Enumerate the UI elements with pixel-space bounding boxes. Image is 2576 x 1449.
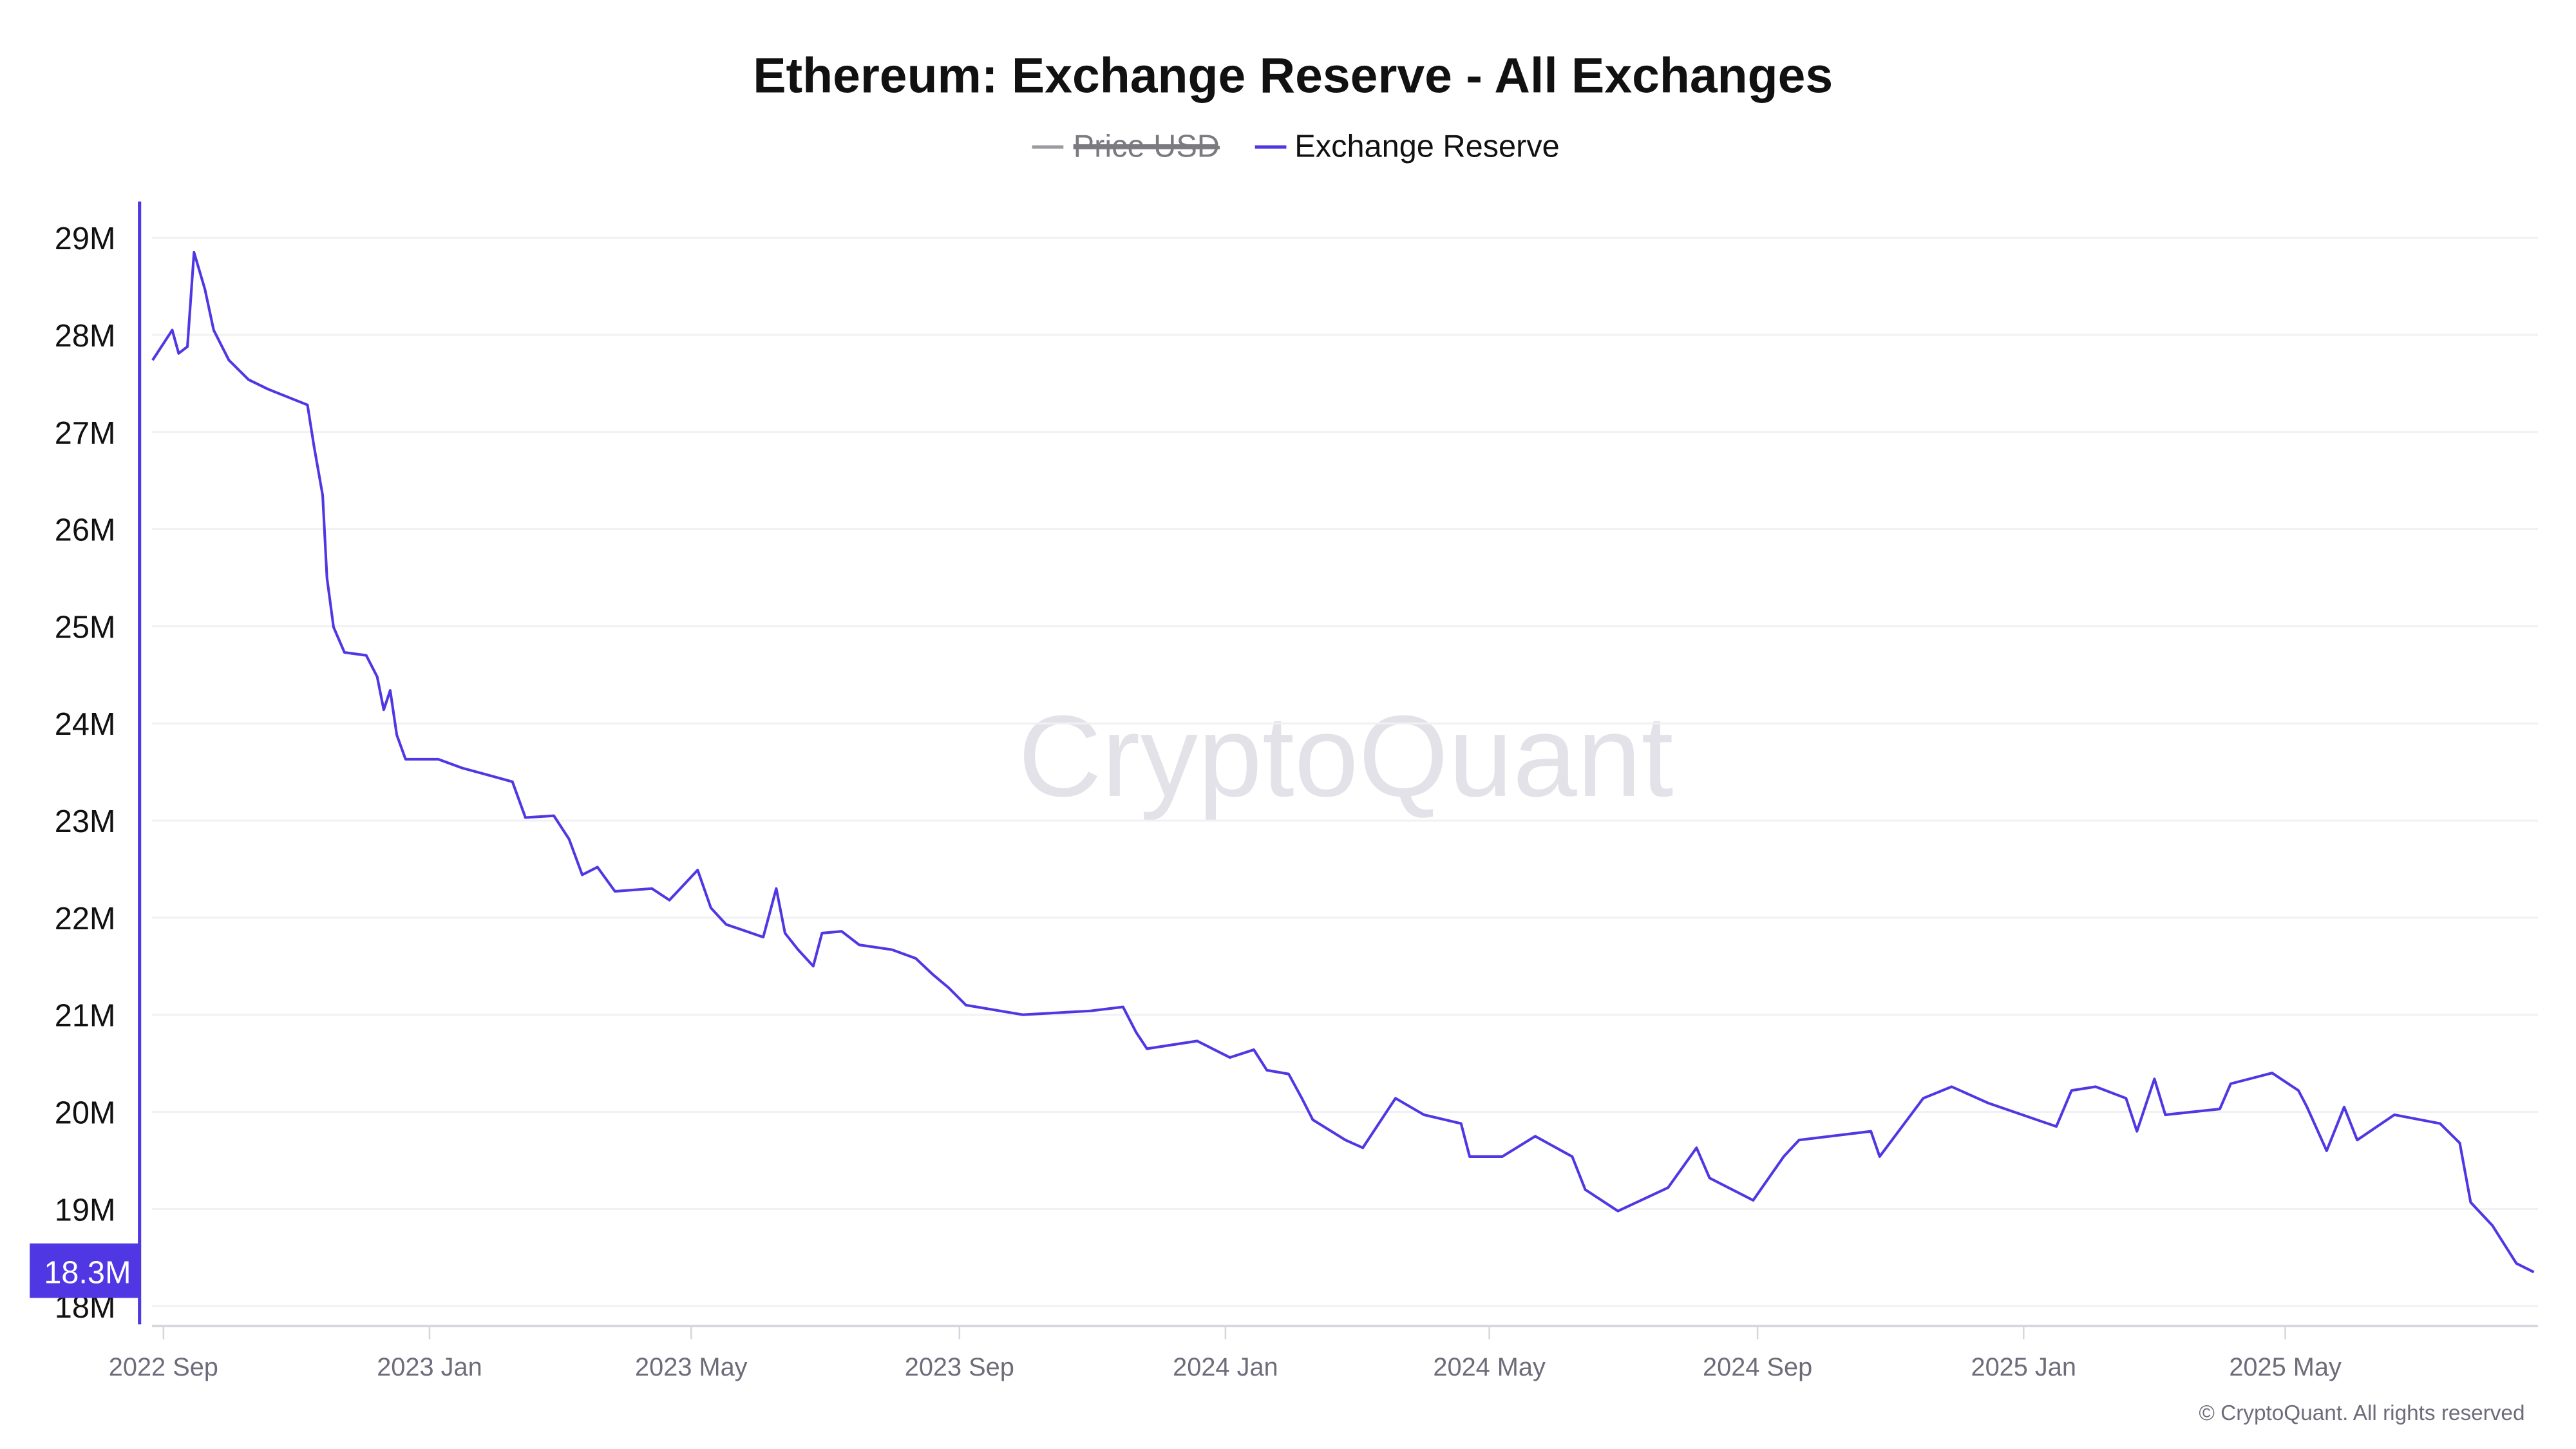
- gridlines: [151, 236, 2539, 1307]
- y-tick-label: 23M: [55, 804, 116, 839]
- y-tick-label: 24M: [55, 707, 116, 742]
- x-tick-label: 2025 Jan: [1971, 1353, 2076, 1381]
- legend: Price USD Exchange Reserve: [1032, 129, 1560, 164]
- x-axis-ticks: 2022 Sep 2023 Jan 2023 May 2023 Sep 2024 Jan…: [109, 1325, 2342, 1381]
- legend-item-price-usd[interactable]: Price USD: [1032, 129, 1220, 164]
- watermark: CryptoQuant: [1018, 692, 1673, 821]
- y-tick-label: 29M: [55, 222, 116, 256]
- x-tick-label: 2024 Sep: [1703, 1353, 1812, 1381]
- x-tick-label: 2022 Sep: [109, 1353, 218, 1381]
- x-tick-label: 2024 May: [1433, 1353, 1546, 1381]
- y-tick-label: 28M: [55, 319, 116, 354]
- legend-label-price-usd: Price USD: [1074, 129, 1220, 164]
- y-tick-label: 20M: [55, 1096, 116, 1131]
- x-tick-label: 2025 May: [2229, 1353, 2342, 1381]
- x-tick-label: 2024 Jan: [1173, 1353, 1278, 1381]
- y-tick-label: 21M: [55, 999, 116, 1034]
- current-value-badge: 18.3M: [30, 1243, 139, 1298]
- y-tick-label: 22M: [55, 902, 116, 936]
- y-tick-label: 26M: [55, 513, 116, 548]
- legend-item-exchange-reserve[interactable]: Exchange Reserve: [1255, 129, 1560, 164]
- y-tick-label: 27M: [55, 416, 116, 451]
- legend-label-exchange-reserve: Exchange Reserve: [1294, 129, 1560, 164]
- x-tick-label: 2023 May: [635, 1353, 748, 1381]
- copyright: © CryptoQuant. All rights reserved: [2199, 1401, 2524, 1425]
- chart-title: Ethereum: Exchange Reserve - All Exchang…: [753, 48, 1833, 104]
- current-value-badge-bg: [30, 1243, 139, 1298]
- series-line-exchange-reserve: [151, 251, 2535, 1274]
- x-tick-label: 2023 Sep: [905, 1353, 1014, 1381]
- y-tick-label: 19M: [55, 1193, 116, 1227]
- current-value-label: 18.3M: [44, 1255, 131, 1290]
- x-tick-label: 2023 Jan: [377, 1353, 482, 1381]
- y-tick-label: 25M: [55, 610, 116, 645]
